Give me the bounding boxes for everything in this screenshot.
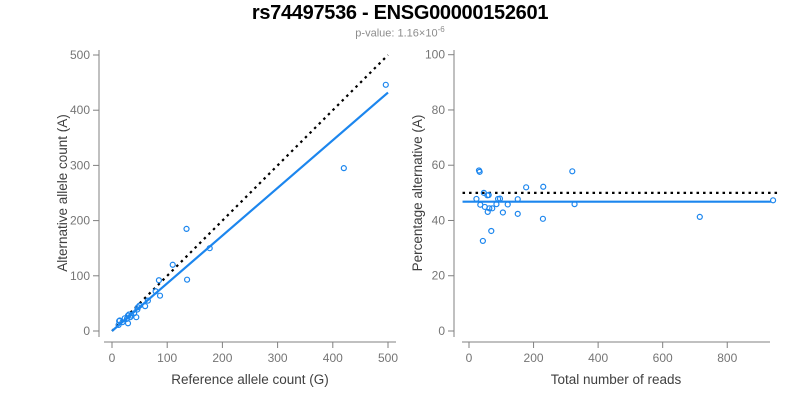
data-point <box>142 303 149 310</box>
x-tick-label: 0 <box>466 351 473 365</box>
data-point <box>489 205 496 212</box>
x-tick-label: 800 <box>717 351 737 365</box>
x-tick-label: 600 <box>653 351 673 365</box>
data-point <box>514 210 521 217</box>
y-tick-label: 0 <box>83 324 90 338</box>
data-point <box>488 227 495 235</box>
fit-line <box>111 91 389 332</box>
data-point <box>206 245 213 252</box>
y-axis-title: Alternative allele count (A) <box>55 114 70 272</box>
data-point <box>183 225 190 232</box>
data-point <box>571 201 578 208</box>
data-point <box>486 205 493 212</box>
y-tick-label: 0 <box>438 324 445 338</box>
data-point <box>144 297 151 304</box>
x-axis-title: Reference allele count (G) <box>171 372 329 387</box>
data-point <box>499 209 506 216</box>
identity-line <box>111 54 389 332</box>
data-point <box>504 201 511 208</box>
data-point <box>156 292 164 299</box>
pvalue-exponent: -6 <box>437 25 445 34</box>
x-axis-title: Total number of reads <box>551 372 682 387</box>
data-point <box>523 184 530 191</box>
y-tick-label: 40 <box>432 213 446 227</box>
x-tick-label: 100 <box>157 351 177 365</box>
y-tick-label: 60 <box>432 158 446 172</box>
data-point <box>496 195 504 202</box>
data-point <box>473 195 480 203</box>
x-tick-label: 200 <box>524 351 544 365</box>
figure-header: rs74497536 - ENSG00000152601 p-value: 1.… <box>0 2 800 40</box>
x-tick-label: 200 <box>212 351 232 365</box>
y-tick-label: 500 <box>70 48 90 62</box>
y-tick-label: 400 <box>70 103 90 117</box>
pvalue-subtitle: p-value: 1.16×10-6 <box>0 24 800 40</box>
y-tick-label: 300 <box>70 158 90 172</box>
data-point <box>155 277 163 284</box>
data-point <box>169 261 176 268</box>
data-point <box>134 304 142 311</box>
x-tick-label: 0 <box>109 351 116 365</box>
data-point <box>152 288 159 295</box>
x-tick-label: 300 <box>268 351 288 365</box>
data-point <box>485 191 492 199</box>
x-tick-label: 500 <box>378 351 398 365</box>
pvalue-text: p-value: 1.16×10 <box>355 27 438 40</box>
data-point <box>382 81 389 88</box>
data-point <box>769 197 777 204</box>
data-point <box>484 208 491 216</box>
data-point <box>569 168 576 175</box>
y-axis-title: Percentage alternative (A) <box>410 115 425 272</box>
y-tick-label: 200 <box>70 214 90 228</box>
x-tick-label: 400 <box>323 351 343 365</box>
y-tick-label: 80 <box>432 103 446 117</box>
data-point <box>696 213 703 220</box>
data-point <box>514 196 521 203</box>
data-point <box>183 276 191 283</box>
data-point <box>340 165 347 172</box>
data-point <box>540 183 547 190</box>
page-title: rs74497536 - ENSG00000152601 <box>251 2 549 24</box>
x-tick-label: 400 <box>588 351 608 365</box>
y-tick-label: 100 <box>70 269 90 283</box>
y-tick-label: 100 <box>425 48 445 62</box>
data-point <box>479 237 486 245</box>
y-tick-label: 20 <box>432 269 446 283</box>
data-point <box>539 215 547 222</box>
data-point <box>493 201 500 208</box>
data-point <box>476 168 483 175</box>
data-point <box>130 310 138 317</box>
